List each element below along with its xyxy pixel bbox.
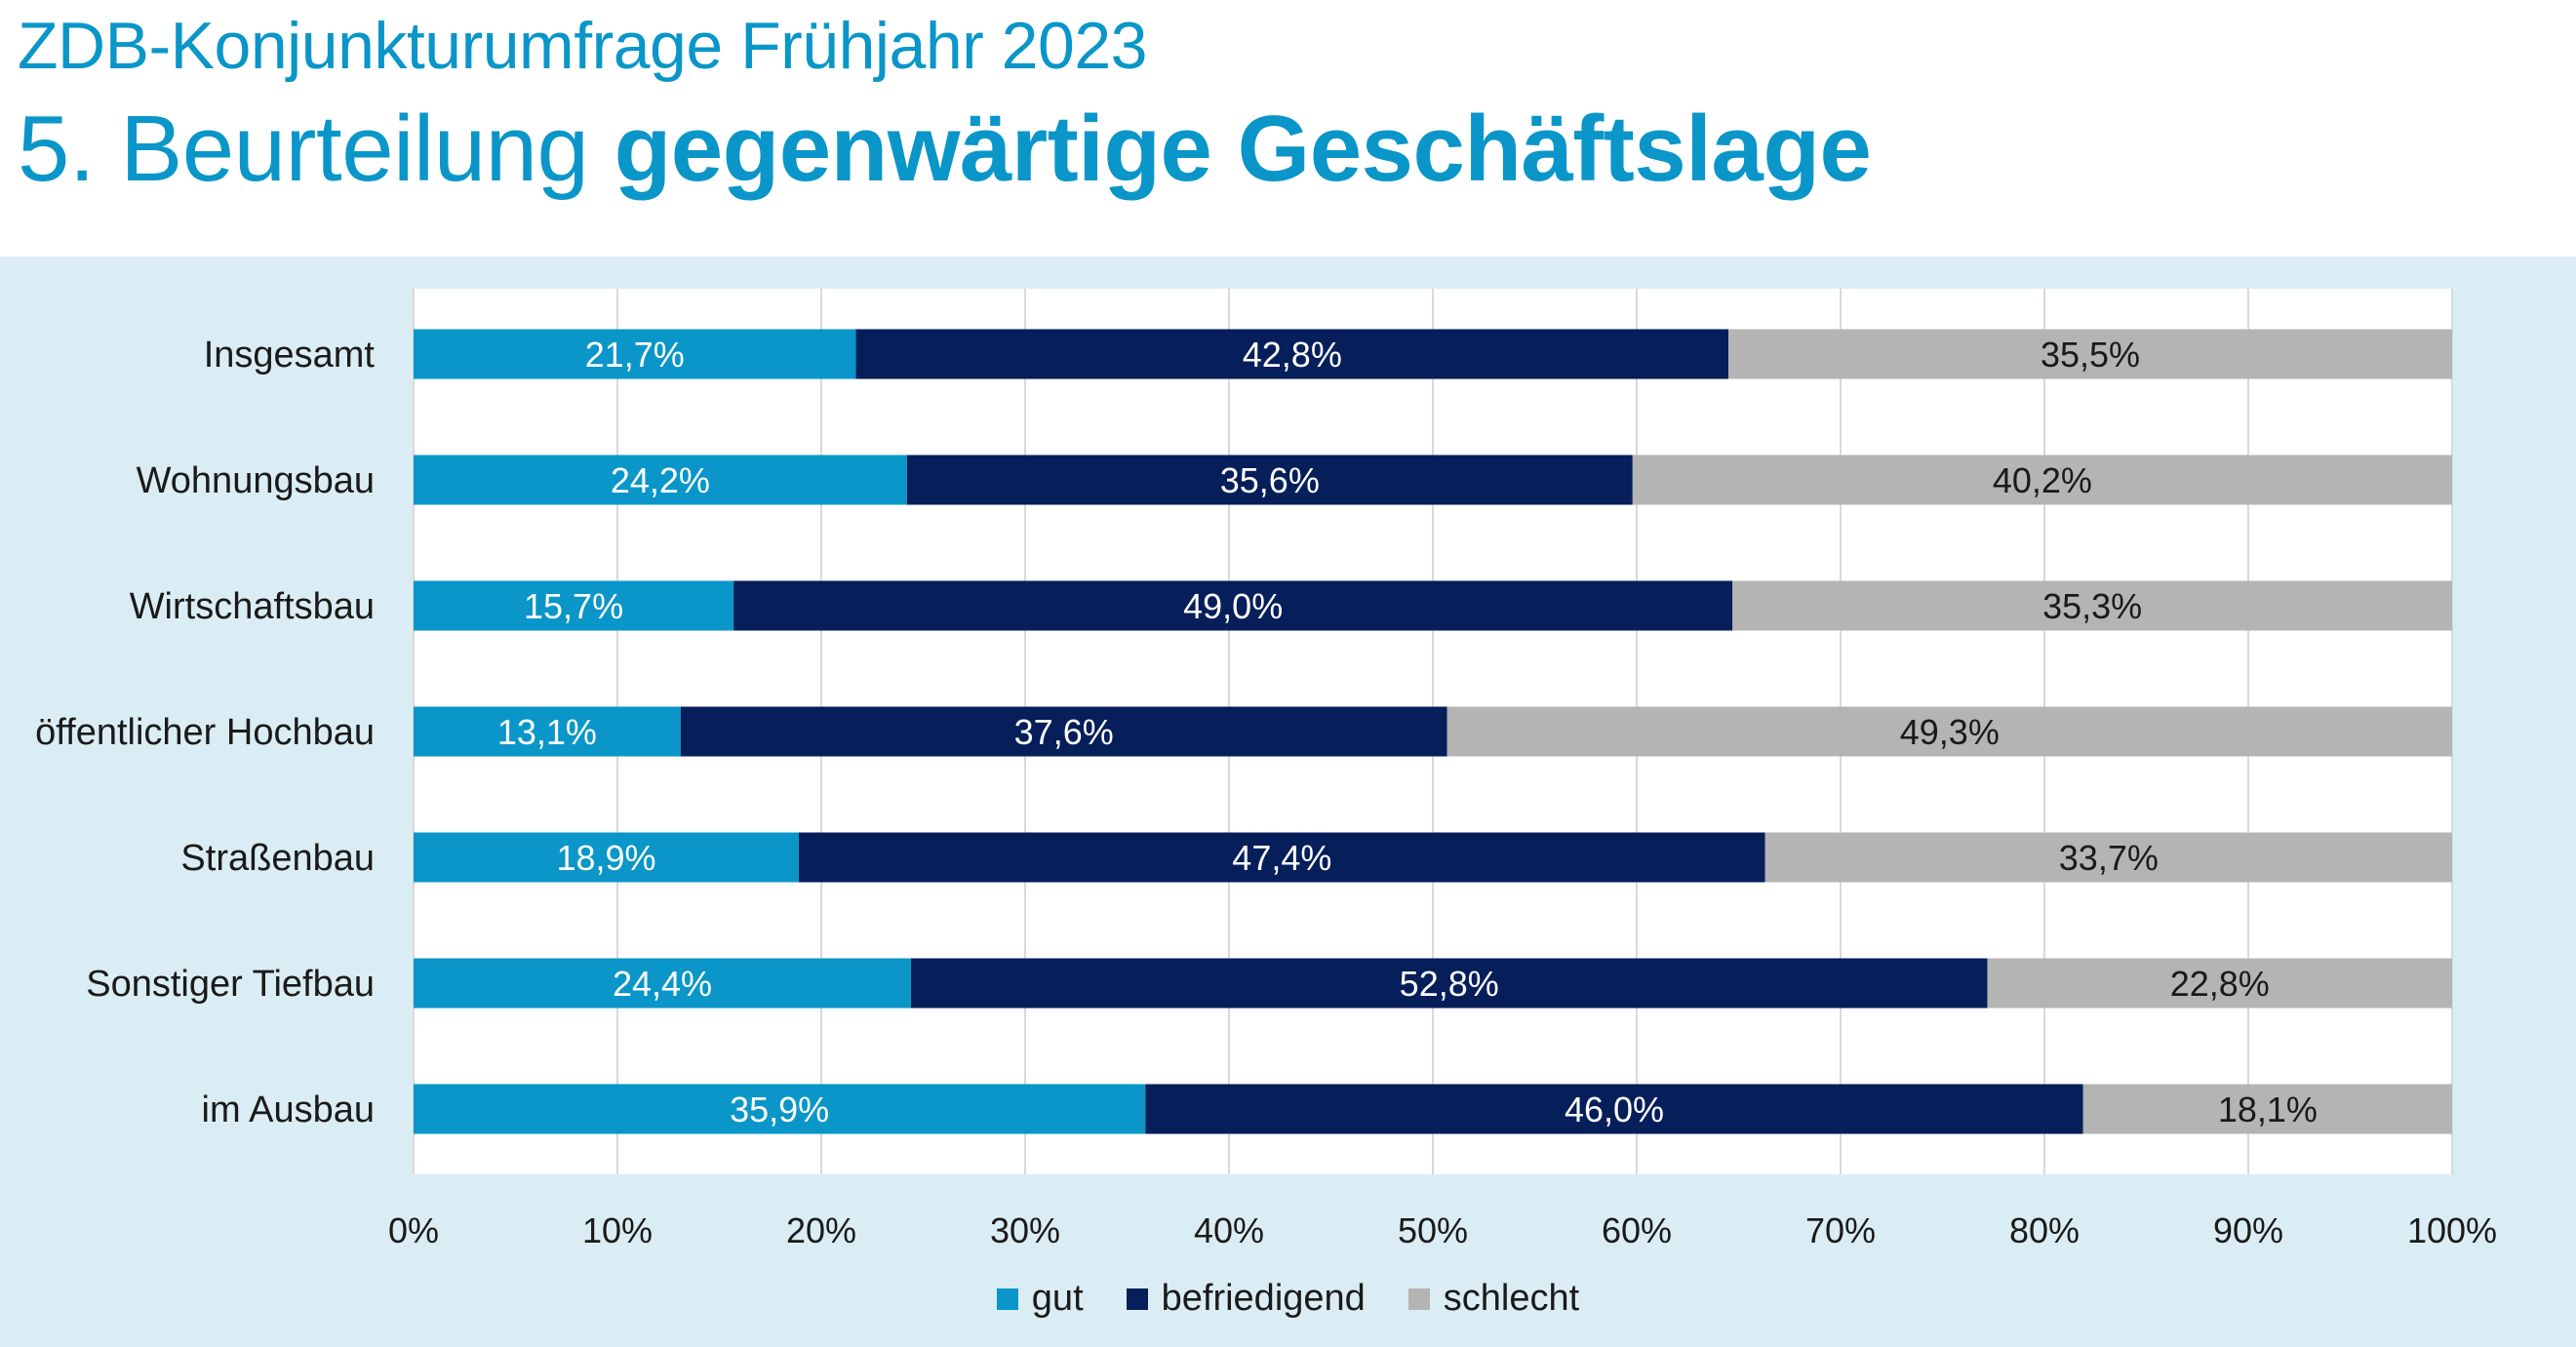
data-label-schlecht: 18,1% [2218,1089,2318,1129]
bar-gut [414,958,911,1009]
bar-schlecht [2082,1084,2452,1134]
data-label-gut: 24,2% [611,460,710,500]
data-label-gut: 13,1% [497,712,597,752]
x-tick-label: 40% [1194,1210,1264,1250]
legend: gut befriedigend schlecht [0,1278,2576,1320]
category-label: Sonstiger Tiefbau [86,964,375,1005]
data-label-gut: 35,9% [730,1089,829,1129]
data-label-schlecht: 22,8% [2170,964,2270,1004]
x-tick-label: 50% [1398,1210,1468,1250]
x-tick-label: 20% [786,1210,856,1250]
slide-title-bold: gegenwärtige Geschäftslage [614,97,1872,201]
category-label: Wirtschaftsbau [130,586,375,627]
survey-title: ZDB-Konjunkturumfrage Frühjahr 2023 [18,9,1147,83]
data-label-befriedigend: 47,4% [1232,838,1331,878]
data-label-befriedigend: 37,6% [1014,712,1114,752]
data-label-befriedigend: 46,0% [1565,1089,1664,1129]
bar-schlecht [1728,329,2452,379]
category-label: Insgesamt [204,335,376,376]
legend-swatch-gut [996,1288,1018,1310]
category-label: öffentlicher Hochbau [35,712,375,753]
bar-gut [414,329,856,379]
data-label-gut: 21,7% [585,335,685,375]
slide-header: ZDB-Konjunkturumfrage Frühjahr 2023 5. B… [0,0,2576,257]
legend-item-gut: gut [996,1278,1084,1320]
x-tick-label: 30% [990,1210,1060,1250]
bar-gut [414,832,800,883]
bar-gut [414,580,734,631]
bar-labels: 21,7% 42,8% 35,5% 24,2% 35,6% 40,2% 15,7% 49,0%… [497,335,2318,1129]
bar-befriedigend [680,706,1447,757]
data-label-schlecht: 33,7% [2059,838,2159,878]
data-label-gut: 15,7% [524,586,623,626]
legend-swatch-schlecht [1407,1288,1430,1310]
bar-befriedigend [906,455,1633,505]
data-label-schlecht: 49,3% [1900,712,2000,752]
x-tick-label: 90% [2213,1210,2283,1250]
category-labels: Insgesamt Wohnungsbau Wirtschaftsbau öffent… [35,335,375,1130]
x-tick-label: 10% [582,1210,653,1250]
slide-title: 5. Beurteilung gegenwärtige Geschäftslag… [18,96,1872,203]
legend-swatch-befriedigend [1126,1288,1148,1310]
bar-schlecht [1764,832,2452,883]
bar-schlecht [1987,958,2452,1009]
bar-befriedigend [910,958,1988,1009]
bar-schlecht [1632,455,2452,505]
bars [414,329,2452,1134]
legend-label-gut: gut [1031,1278,1084,1319]
data-label-schlecht: 35,3% [2042,586,2142,626]
legend-label-schlecht: schlecht [1443,1278,1580,1319]
bar-befriedigend [855,329,1729,379]
x-tick-label: 70% [1805,1210,1876,1250]
data-label-gut: 18,9% [556,838,655,878]
legend-item-befriedigend: befriedigend [1126,1278,1366,1320]
x-tick-labels: 0% 10% 20% 30% 40% 50% 60% 70% 80% 90% 100% [388,1210,2497,1250]
category-label: im Ausbau [202,1089,375,1130]
bar-befriedigend [733,580,1733,631]
bar-befriedigend [799,832,1765,883]
bar-gut [414,455,907,505]
bar-befriedigend [1145,1084,2083,1134]
x-tick-label: 60% [1602,1210,1672,1250]
data-label-befriedigend: 52,8% [1400,964,1499,1004]
x-tick-label: 100% [2407,1210,2497,1250]
x-tick-label: 0% [388,1210,439,1250]
data-label-schlecht: 35,5% [2041,335,2140,375]
legend-item-schlecht: schlecht [1407,1278,1580,1320]
category-label: Straßenbau [180,838,375,879]
data-label-gut: 24,4% [613,964,712,1004]
x-tick-label: 80% [2009,1210,2080,1250]
bar-schlecht [1447,706,2452,757]
data-label-befriedigend: 49,0% [1183,586,1283,626]
bar-schlecht [1732,580,2452,631]
legend-label-befriedigend: befriedigend [1161,1278,1366,1319]
data-label-befriedigend: 42,8% [1243,335,1342,375]
data-label-schlecht: 40,2% [1993,460,2092,500]
slide-title-regular: 5. Beurteilung [18,97,614,201]
category-label: Wohnungsbau [137,460,375,501]
bar-gut [414,706,681,757]
data-label-befriedigend: 35,6% [1220,460,1320,500]
bar-gut [414,1084,1146,1134]
